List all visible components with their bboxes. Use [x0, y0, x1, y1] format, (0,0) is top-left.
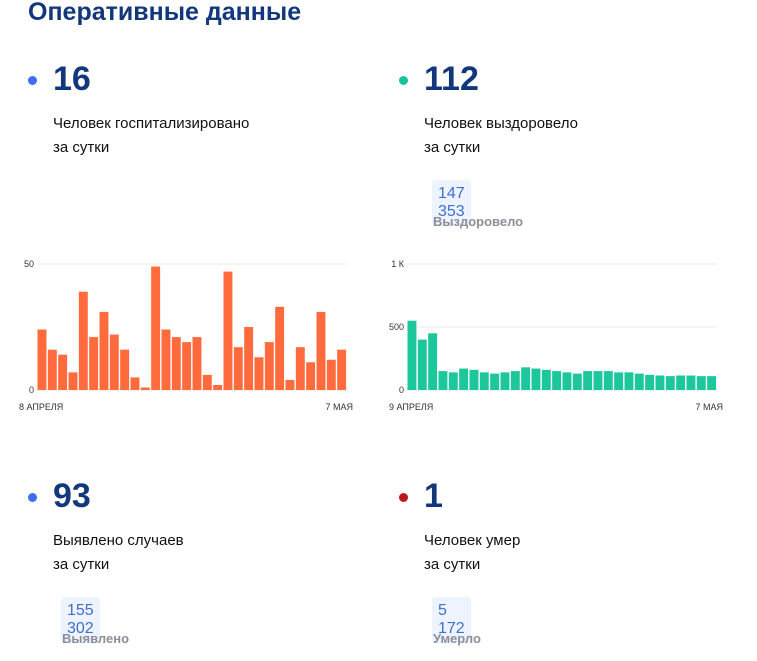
- page-title: Оперативные данные: [28, 0, 302, 26]
- recovered-chart-bar[interactable]: [459, 368, 469, 390]
- recovered-chart-bar[interactable]: [707, 376, 717, 390]
- hospitalized-chart-x-start-label: 8 АПРЕЛЯ: [19, 402, 63, 412]
- recovered-chart-bar[interactable]: [448, 372, 458, 390]
- recovered-description: Человек выздоровело за сутки: [424, 112, 684, 160]
- died-value: 1: [424, 477, 443, 515]
- hospitalized-chart-x-end-label: 7 МАЯ: [325, 402, 353, 412]
- hospitalized-chart-bar[interactable]: [306, 362, 316, 390]
- recovered-chart-y-tick-label: 0: [399, 385, 404, 395]
- hospitalized-description: Человек госпитализировано за сутки: [53, 112, 313, 160]
- recovered-chart-y-tick-label: 1 К: [391, 259, 405, 269]
- recovered-chart-x-start-label: 9 АПРЕЛЯ: [389, 402, 433, 412]
- hospitalized-chart-bar[interactable]: [130, 377, 140, 390]
- recovered-chart-bar[interactable]: [593, 371, 603, 390]
- hospitalized-chart-bar[interactable]: [99, 311, 109, 390]
- recovered-chart-bar[interactable]: [552, 371, 562, 390]
- recovered-chart-bar[interactable]: [583, 371, 593, 390]
- hospitalized-chart-bar[interactable]: [213, 384, 223, 390]
- hospitalized-chart-bar[interactable]: [37, 329, 47, 390]
- hospitalized-chart-bar[interactable]: [78, 291, 88, 390]
- hospitalized-chart-bar[interactable]: [47, 349, 57, 390]
- detected-total-badge: 155 302: [61, 597, 100, 643]
- hospitalized-chart-bar[interactable]: [264, 342, 274, 390]
- recovered-chart-bar[interactable]: [603, 371, 613, 390]
- hospitalized-chart-bar[interactable]: [254, 357, 264, 390]
- red-dot-icon: [399, 493, 408, 502]
- recovered-chart-x-end-label: 7 МАЯ: [695, 402, 723, 412]
- hospitalized-chart-bar[interactable]: [233, 347, 243, 390]
- recovered-chart-bar[interactable]: [562, 372, 572, 390]
- recovered-chart: 0 500 1 К 9 АПРЕЛЯ 7 МАЯ: [389, 259, 723, 412]
- hospitalized-chart-y-tick-label: 0: [29, 385, 34, 395]
- detected-total-label: Выявлено: [62, 631, 130, 646]
- recovered-chart-bar[interactable]: [531, 368, 541, 390]
- recovered-line2: за сутки: [424, 139, 481, 156]
- recovered-chart-bar[interactable]: [614, 372, 624, 390]
- recovered-chart-bar[interactable]: [479, 372, 489, 390]
- recovered-chart-bar[interactable]: [521, 367, 531, 390]
- hospitalized-chart-bar[interactable]: [140, 387, 150, 390]
- hospitalized-chart-bar[interactable]: [295, 347, 305, 390]
- hospitalized-line1: Человек госпитализировано: [53, 115, 250, 132]
- hospitalized-chart-bar[interactable]: [223, 271, 233, 390]
- detected-line2: за сутки: [53, 556, 110, 573]
- died-line1: Человек умер: [424, 532, 521, 549]
- recovered-total-badge: 147 353: [432, 180, 471, 226]
- hospitalized-chart-bar[interactable]: [161, 329, 171, 390]
- recovered-chart-bar[interactable]: [510, 371, 520, 390]
- recovered-chart-bar[interactable]: [438, 371, 448, 390]
- recovered-value: 112: [424, 60, 479, 98]
- hospitalized-chart-y-tick-label: 50: [24, 259, 34, 269]
- died-line2: за сутки: [424, 556, 481, 573]
- hospitalized-chart-bar[interactable]: [285, 379, 295, 390]
- recovered-chart-bar[interactable]: [417, 339, 427, 390]
- recovered-chart-bar[interactable]: [634, 373, 644, 390]
- detected-line1: Выявлено случаев: [53, 532, 184, 549]
- recovered-chart-bar[interactable]: [624, 372, 634, 390]
- recovered-total-label: Выздоровело: [433, 214, 524, 229]
- died-total-badge: 5 172: [432, 597, 471, 643]
- recovered-chart-bar[interactable]: [696, 376, 706, 390]
- recovered-chart-bar[interactable]: [469, 369, 479, 390]
- teal-dot-icon: [399, 76, 408, 85]
- hospitalized-chart-bar[interactable]: [151, 266, 161, 390]
- recovered-chart-bar[interactable]: [572, 373, 582, 390]
- recovered-chart-bar[interactable]: [686, 375, 696, 390]
- recovered-chart-bar[interactable]: [407, 320, 417, 390]
- hospitalized-chart-bar[interactable]: [182, 342, 192, 390]
- died-description: Человек умер за сутки: [424, 529, 684, 577]
- detected-description: Выявлено случаев за сутки: [53, 529, 313, 577]
- hospitalized-chart-bar[interactable]: [202, 374, 212, 390]
- hospitalized-value: 16: [53, 60, 91, 98]
- recovered-chart-bar[interactable]: [665, 376, 675, 390]
- hospitalized-chart-bar[interactable]: [171, 337, 181, 390]
- hospitalized-chart-bar[interactable]: [109, 334, 119, 390]
- recovered-chart-bar[interactable]: [541, 369, 551, 390]
- hospitalized-line2: за сутки: [53, 139, 110, 156]
- hospitalized-chart-bar[interactable]: [89, 337, 99, 390]
- recovered-chart-bar[interactable]: [676, 375, 686, 390]
- hospitalized-chart-bar[interactable]: [120, 349, 130, 390]
- hospitalized-chart-bar[interactable]: [58, 354, 68, 390]
- hospitalized-chart-bar[interactable]: [326, 359, 336, 390]
- recovered-line1: Человек выздоровело: [424, 115, 578, 132]
- hospitalized-chart-bar[interactable]: [337, 349, 347, 390]
- recovered-chart-bar[interactable]: [490, 373, 500, 390]
- hospitalized-chart-bar[interactable]: [275, 306, 285, 390]
- hospitalized-chart-bar[interactable]: [192, 337, 202, 390]
- recovered-chart-bar[interactable]: [645, 374, 655, 390]
- detected-value: 93: [53, 477, 91, 515]
- blue-dot-icon: [28, 76, 37, 85]
- hospitalized-chart-bar[interactable]: [316, 311, 326, 390]
- recovered-chart-bar[interactable]: [500, 372, 510, 390]
- blue-dot-icon: [28, 493, 37, 502]
- recovered-chart-bar[interactable]: [428, 333, 438, 390]
- recovered-chart-bar[interactable]: [655, 375, 665, 390]
- died-total-label: Умерло: [433, 631, 481, 646]
- recovered-chart-y-tick-label: 500: [389, 322, 404, 332]
- hospitalized-chart-bar[interactable]: [68, 372, 78, 390]
- hospitalized-chart-bar[interactable]: [244, 327, 254, 390]
- hospitalized-chart: 0 50 8 АПРЕЛЯ 7 МАЯ: [19, 259, 353, 412]
